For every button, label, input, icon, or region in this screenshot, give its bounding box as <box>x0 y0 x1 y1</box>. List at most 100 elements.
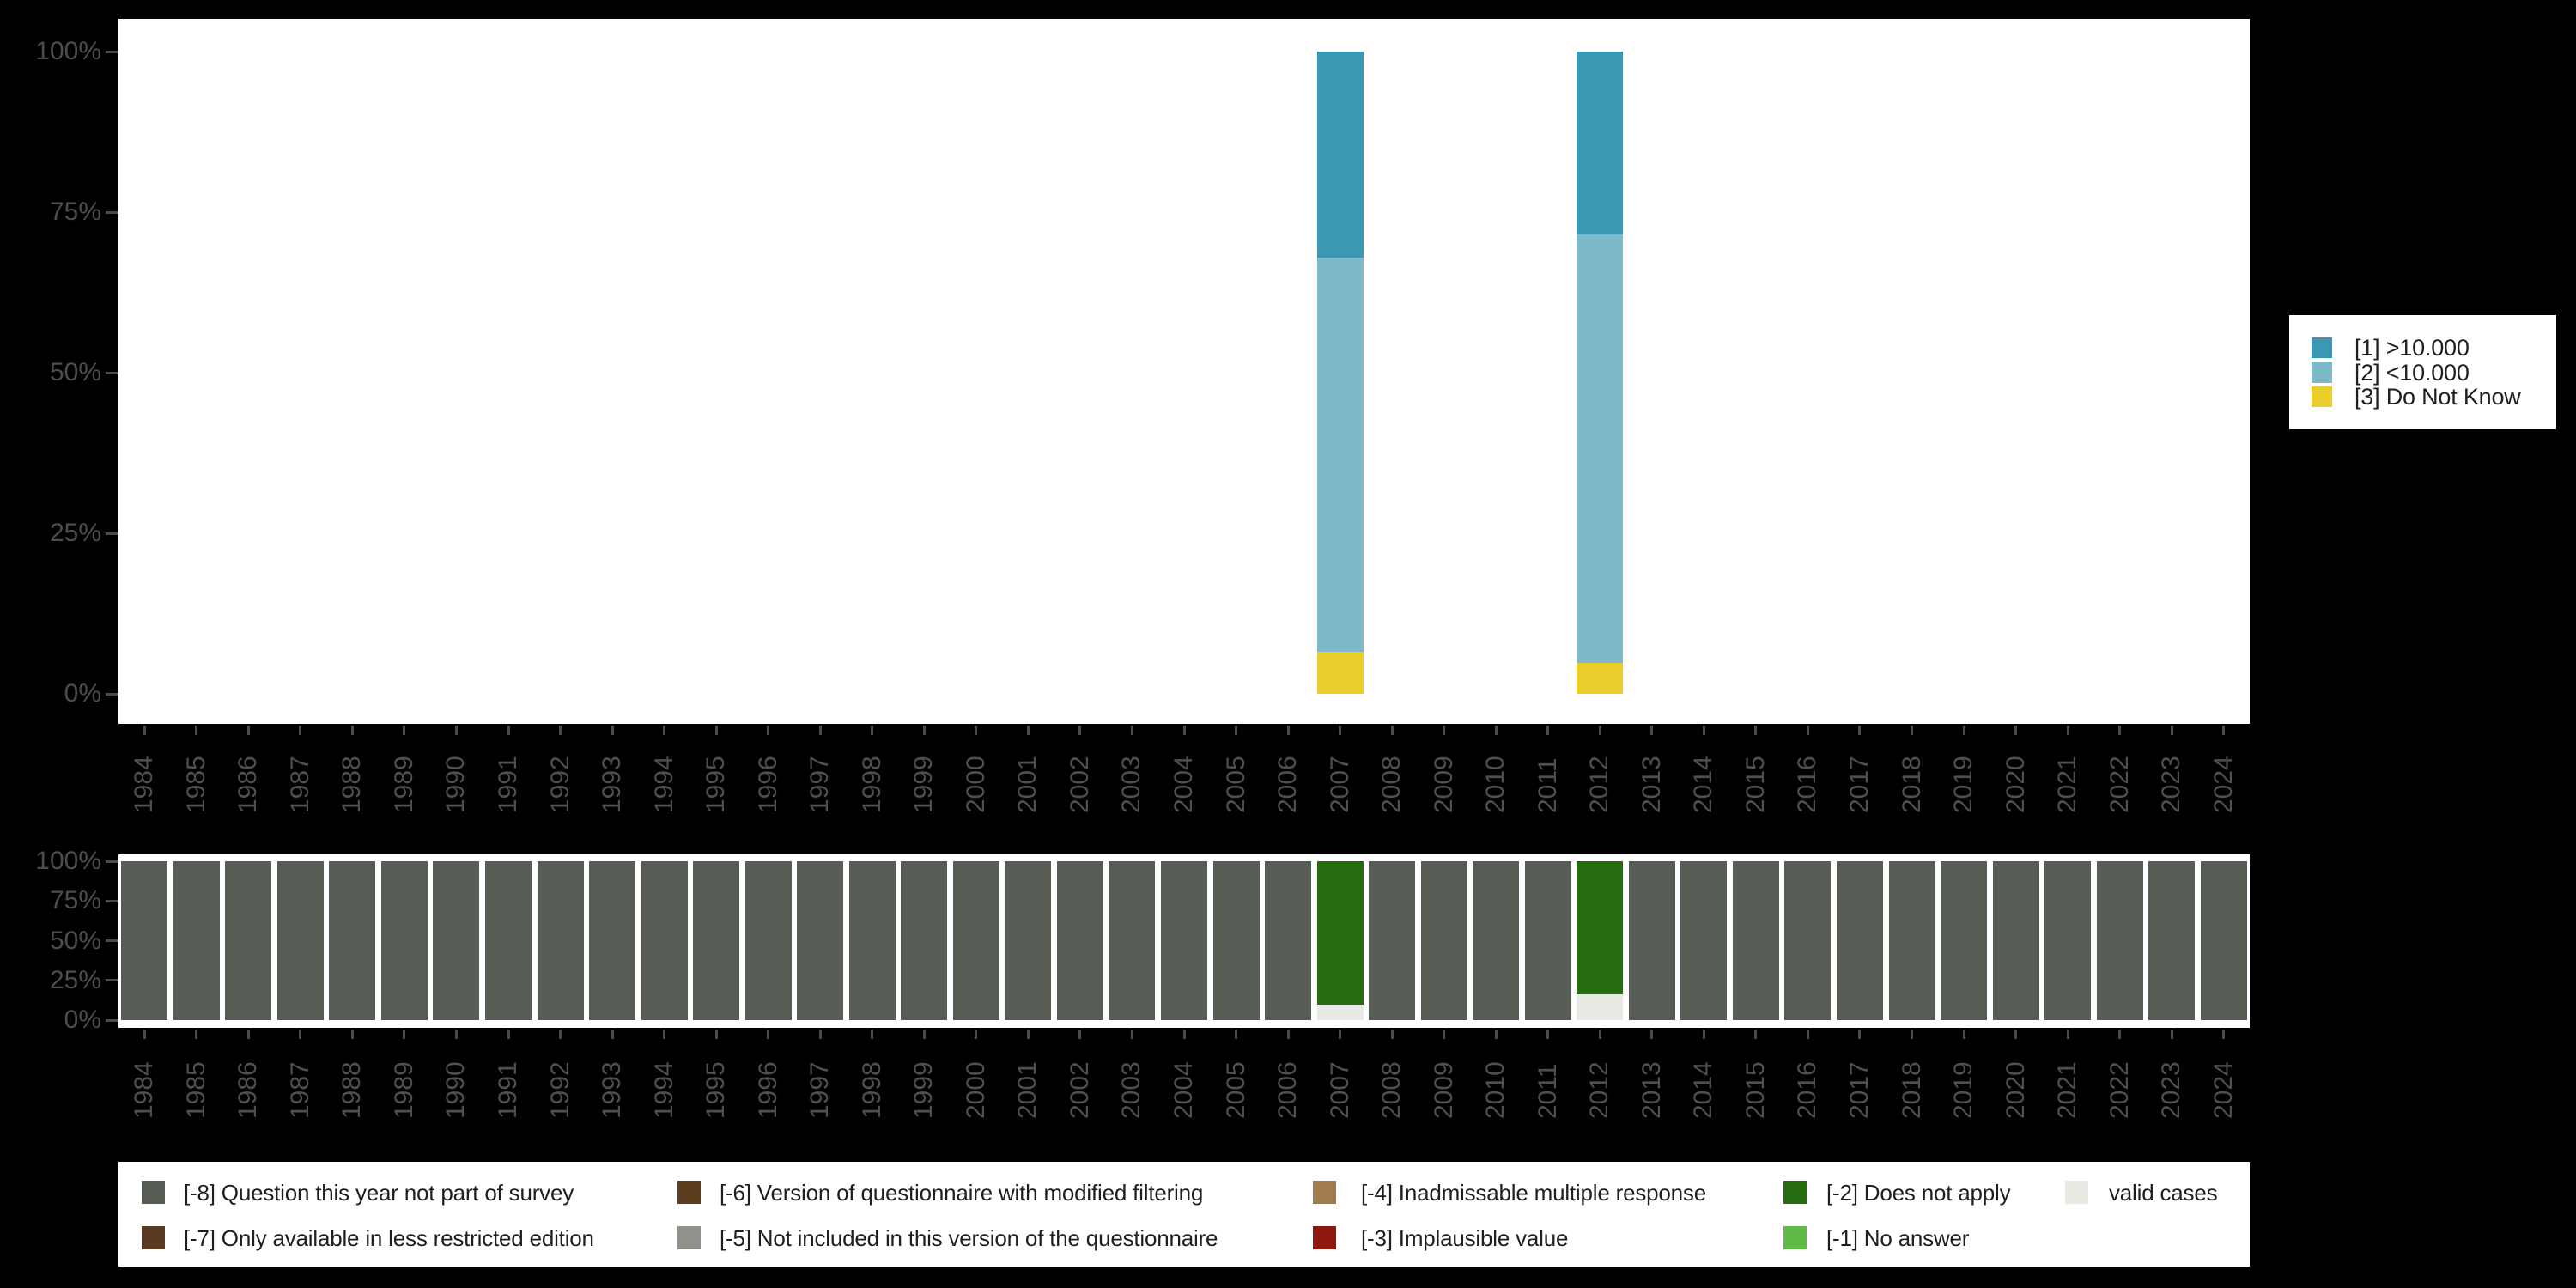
bar-segment <box>1577 52 1624 235</box>
x-axis-tick <box>1650 1030 1654 1039</box>
bar-segment <box>848 861 896 1020</box>
bar-segment <box>537 861 584 1020</box>
legend-label-valid: valid cases <box>2109 1180 2218 1206</box>
x-axis-year-label: 1986 <box>234 1061 263 1119</box>
x-axis-year-label: 2014 <box>1689 1061 1718 1119</box>
x-axis-year-label: 1991 <box>494 756 523 813</box>
x-axis-year-label: 1987 <box>285 756 314 813</box>
y-axis-tick <box>106 939 118 942</box>
y-axis-tick-label: 50% <box>49 926 101 955</box>
bar-segment <box>2148 861 2196 1020</box>
x-axis-tick <box>1235 1030 1238 1039</box>
legend-label--4: [-4] Inadmissable multiple response <box>1361 1180 1706 1206</box>
bar-segment <box>1316 52 1364 258</box>
x-axis-tick <box>922 1030 926 1039</box>
x-axis-year-label: 2005 <box>1221 1061 1250 1119</box>
x-axis-tick <box>1650 726 1654 735</box>
x-axis-year-label: 2024 <box>2208 1061 2238 1119</box>
y-axis-tick <box>106 532 118 535</box>
x-axis-tick <box>1078 726 1082 735</box>
x-axis-year-label: 1995 <box>702 1061 731 1119</box>
x-axis-tick <box>507 726 510 735</box>
x-axis-year-label: 2002 <box>1065 1061 1094 1119</box>
x-axis-year-label: 1984 <box>130 756 159 813</box>
legend-label: [3] Do Not Know <box>2354 384 2521 410</box>
x-axis-tick <box>350 726 354 735</box>
x-axis-tick <box>195 726 198 735</box>
y-axis-tick <box>106 1018 118 1022</box>
x-axis-year-label: 2013 <box>1637 756 1666 813</box>
bar-segment <box>693 861 740 1020</box>
x-axis-year-label: 2022 <box>2105 1061 2134 1119</box>
x-axis-year-label: 1992 <box>545 1061 574 1119</box>
bar-segment <box>1577 663 1624 694</box>
x-axis-tick <box>871 1030 874 1039</box>
y-axis-tick-label: 0% <box>64 1005 101 1034</box>
legend-label--3: [-3] Implausible value <box>1361 1225 1569 1251</box>
x-axis-tick <box>1443 1030 1446 1039</box>
x-axis-tick <box>2222 726 2226 735</box>
x-axis-tick <box>767 726 770 735</box>
x-axis-tick <box>1339 726 1342 735</box>
legend-label: [2] <10.000 <box>2354 359 2470 386</box>
answers-chart-legend: [1] >10.000 [2] <10.000 [3] Do Not Know <box>2289 315 2556 429</box>
x-axis-tick <box>1078 1030 1082 1039</box>
legend-label--1: [-1] No answer <box>1826 1225 1970 1251</box>
x-axis-tick <box>663 726 666 735</box>
x-axis-year-label: 2020 <box>2001 1061 2030 1119</box>
x-axis-year-label: 2019 <box>1949 1061 1978 1119</box>
x-axis-tick <box>1911 726 1913 735</box>
x-axis-tick <box>1858 726 1862 735</box>
x-axis-year-label: 2004 <box>1170 756 1198 813</box>
x-axis-tick <box>507 1030 510 1039</box>
x-axis-year-label: 2022 <box>2105 756 2134 813</box>
x-axis-year-label: 1988 <box>337 756 367 813</box>
x-axis-year-label: 1997 <box>805 756 835 813</box>
x-axis-year-label: 2018 <box>1897 756 1926 813</box>
x-axis-year-label: 2016 <box>1793 1061 1822 1119</box>
x-axis-tick <box>299 1030 302 1039</box>
legend-label--7: [-7] Only available in less restricted e… <box>184 1225 594 1251</box>
x-axis-year-label: 2014 <box>1689 756 1718 813</box>
x-axis-year-label: 1998 <box>857 1061 886 1119</box>
x-axis-tick <box>403 726 406 735</box>
bar-segment <box>1992 861 2039 1020</box>
bar-segment <box>1577 234 1624 664</box>
x-axis-year-label: 2017 <box>1844 1061 1874 1119</box>
bar-segment <box>2096 861 2143 1020</box>
y-axis-tick <box>106 860 118 863</box>
x-axis-year-label: 2017 <box>1844 756 1874 813</box>
y-axis-tick-label: 100% <box>35 847 101 875</box>
x-axis-tick <box>2014 1030 2018 1039</box>
x-axis-tick <box>559 1030 562 1039</box>
x-axis-tick <box>2014 726 2018 735</box>
x-axis-year-label: 2004 <box>1170 1061 1198 1119</box>
x-axis-year-label: 2000 <box>961 1061 990 1119</box>
bar-segment <box>1941 861 1988 1020</box>
x-axis-year-label: 1998 <box>857 756 886 813</box>
x-axis-tick <box>246 1030 250 1039</box>
bar-segment <box>1836 861 1883 1020</box>
x-axis-tick <box>1026 1030 1030 1039</box>
x-axis-year-label: 1993 <box>598 756 627 813</box>
x-axis-tick <box>1858 1030 1862 1039</box>
x-axis-year-label: 2002 <box>1065 756 1094 813</box>
bar-segment <box>1732 861 1779 1020</box>
legend-label--5: [-5] Not included in this version of the… <box>720 1225 1218 1251</box>
x-axis-tick <box>1911 1030 1913 1039</box>
x-axis-tick <box>559 726 562 735</box>
bar-segment <box>1316 651 1364 694</box>
x-axis-year-label: 1999 <box>909 756 939 813</box>
x-axis-year-label: 1997 <box>805 1061 835 1119</box>
legend-swatch--4 <box>1313 1181 1336 1204</box>
x-axis-tick <box>2118 726 2122 735</box>
x-axis-tick <box>143 726 146 735</box>
bar-segment <box>1473 861 1520 1020</box>
bar-segment <box>589 861 636 1020</box>
x-axis-tick <box>1494 1030 1498 1039</box>
x-axis-tick <box>767 1030 770 1039</box>
x-axis-year-label: 1985 <box>181 1061 210 1119</box>
x-axis-year-label: 2009 <box>1429 1061 1458 1119</box>
bar-segment <box>797 861 844 1020</box>
x-axis-year-label: 2011 <box>1533 1063 1562 1119</box>
